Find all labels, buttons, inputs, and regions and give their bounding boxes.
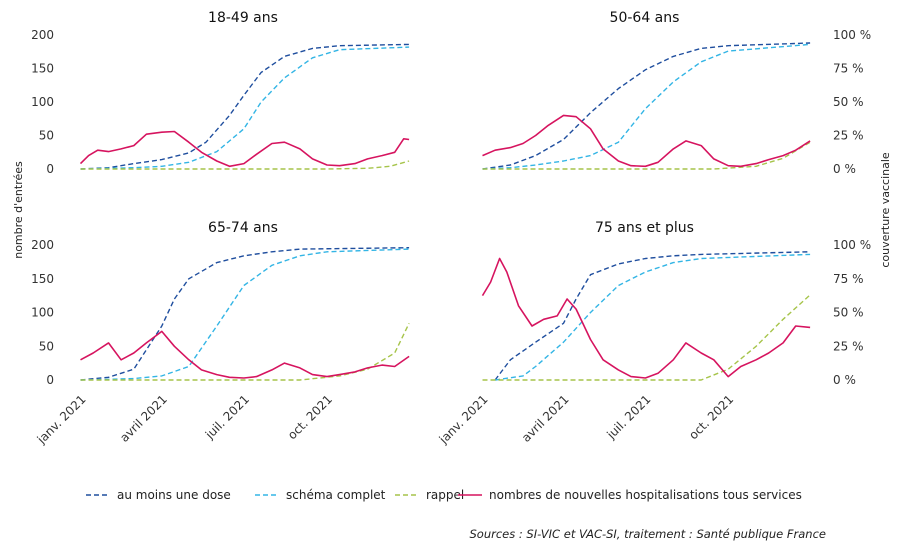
panel-title: 18-49 ans [208,10,278,26]
legend: au moins une dose schéma complet rappel nom… [86,488,802,502]
legend-label-hosp: nombres de nouvelles hospitalisations to… [489,488,802,502]
legend-label-complete: schéma complet [286,488,386,502]
legend-label-dose1: au moins une dose [117,488,231,502]
y-tick-label: 100 [31,306,54,320]
y-tick-label: 200 [31,238,54,252]
panel-title: 50-64 ans [610,10,680,26]
panel-4: 75 ans et plus 0 % 25 % 50 % 75 % 100 % janv. … [436,220,871,447]
legend-label-rappel: rappel [426,488,464,502]
y2-tick-label: 0 % [833,162,856,176]
series-line-complete [80,248,410,381]
series-line-rappel [482,141,811,170]
y-tick-label: 50 [39,339,54,353]
panel-1: 18-49 ans 0 50 100 150 200 [31,10,410,176]
series-line-hosp [79,130,410,168]
y2-tick-label: 75 % [833,272,864,286]
y2-tick-label: 75 % [833,62,864,76]
x-tick-label: avril 2021 [117,392,170,445]
y2-tick-label: 25 % [833,129,864,143]
y-tick-label: 150 [31,272,54,286]
y2-tick-label: 100 % [833,238,871,252]
series-line-rappel [80,160,410,170]
series-line-hosp [482,114,811,168]
left-axis-label: nombre d'entrées [12,161,25,259]
series-line-rappel [482,294,811,381]
panel-title: 65-74 ans [208,220,278,236]
series-line-dose1 [80,43,410,170]
y2-tick-label: 50 % [833,95,864,109]
x-tick-label: juil. 2021 [202,392,252,442]
x-tick-label: janv. 2021 [436,392,491,447]
panels: 18-49 ans 0 50 100 150 200 50-64 ans 0 % 25 % 50 … [31,10,871,447]
x-tick-label: juil. 2021 [603,392,653,442]
source-note: Sources : SI-VIC et VAC-SI, traitement :… [470,527,827,541]
series-line-rappel [80,322,410,381]
x-tick-label: avril 2021 [519,392,572,445]
y-tick-label: 50 [39,129,54,143]
y2-tick-label: 50 % [833,306,864,320]
x-tick-label: oct. 2021 [686,392,736,442]
series-line-complete [494,253,811,381]
y2-tick-label: 25 % [833,339,864,353]
series-line-complete [80,46,410,170]
series-line-hosp [481,257,811,379]
panel-2: 50-64 ans 0 % 25 % 50 % 75 % 100 % [482,10,871,176]
panel-3: 65-74 ans 0 50 100 150 200 janv. 2021 avril 202… [31,220,410,447]
y2-tick-label: 100 % [833,28,871,42]
series-line-dose1 [494,251,811,381]
series-line-dose1 [482,42,811,170]
y-tick-label: 0 [46,373,54,387]
y-tick-label: 200 [31,28,54,42]
x-tick-label: oct. 2021 [285,392,335,442]
series-line-complete [482,43,811,170]
y-tick-label: 150 [31,62,54,76]
y-tick-label: 100 [31,95,54,109]
y2-tick-label: 0 % [833,373,856,387]
series-line-hosp [80,330,410,379]
right-axis-label: couverture vaccinale [879,152,892,268]
panel-title: 75 ans et plus [595,220,694,236]
y-tick-label: 0 [46,162,54,176]
series-line-dose1 [80,247,410,381]
x-tick-label: janv. 2021 [34,392,89,447]
